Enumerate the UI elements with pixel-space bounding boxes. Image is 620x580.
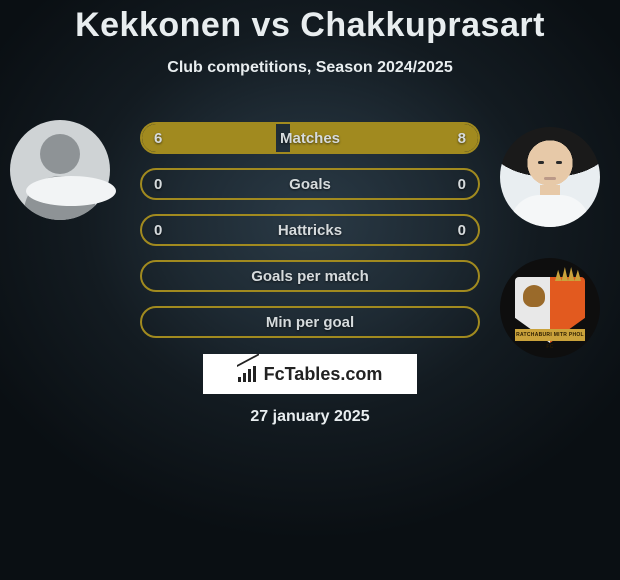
stat-row: Goals per match — [140, 260, 480, 292]
branding-text: FcTables.com — [264, 364, 383, 385]
club-right-logo: RATCHABURI MITR PHOL FC — [500, 258, 600, 358]
branding-badge: FcTables.com — [203, 354, 417, 394]
infographic-container: Kekkonen vs Chakkuprasart Club competiti… — [0, 0, 620, 580]
club-crest-icon: RATCHABURI MITR PHOL FC — [515, 269, 585, 347]
player-face-icon — [500, 127, 600, 227]
stat-row: Matches6 8 — [140, 122, 480, 154]
stat-label: Min per goal — [142, 308, 478, 336]
stat-label: Hattricks — [142, 216, 478, 244]
stat-value-right: 0 — [458, 170, 466, 198]
crest-band-text: RATCHABURI MITR PHOL FC — [515, 329, 585, 341]
stat-label: Goals per match — [142, 262, 478, 290]
stat-label: Matches — [142, 124, 478, 152]
stat-value-left: 0 — [154, 170, 162, 198]
stat-value-right: 0 — [458, 216, 466, 244]
stats-block: Matches68Goals00Hattricks00Goals per mat… — [140, 122, 480, 352]
date-label: 27 january 2025 — [0, 408, 620, 426]
stat-value-left: 6 — [154, 124, 162, 152]
stat-row: Min per goal — [140, 306, 480, 338]
stat-value-left: 0 — [154, 216, 162, 244]
page-title: Kekkonen vs Chakkuprasart — [0, 0, 620, 45]
subtitle: Club competitions, Season 2024/2025 — [0, 59, 620, 77]
player-right-photo — [500, 127, 600, 227]
stat-label: Goals — [142, 170, 478, 198]
club-left-logo-placeholder — [26, 176, 116, 206]
stat-value-right: 8 — [458, 124, 466, 152]
stat-row: Hattricks0 0 — [140, 214, 480, 246]
stat-row: Goals0 0 — [140, 168, 480, 200]
bar-chart-icon — [238, 366, 258, 382]
